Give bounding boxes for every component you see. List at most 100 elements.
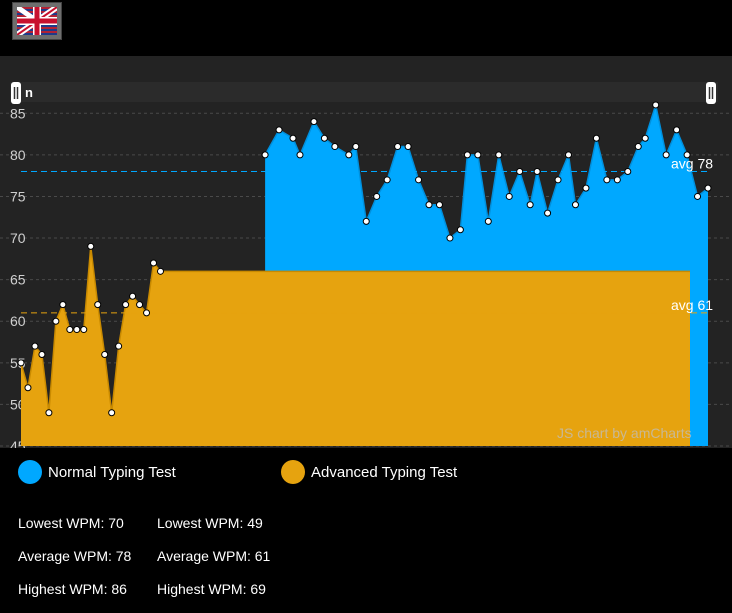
data-point-normal <box>673 126 681 134</box>
data-point-advanced <box>101 351 109 358</box>
data-point-normal <box>352 143 360 151</box>
data-point-normal <box>484 217 492 225</box>
data-point-normal <box>261 151 269 159</box>
advanced-highest-wpm: Highest WPM: 69 <box>157 581 266 597</box>
data-point-normal <box>425 201 433 209</box>
data-point-normal <box>704 184 712 192</box>
y-tick-label: 65 <box>10 272 26 288</box>
data-point-advanced <box>45 409 53 417</box>
avg-label-normal: avg 78 <box>671 156 713 172</box>
data-point-advanced <box>150 259 158 267</box>
data-point-normal <box>474 151 482 159</box>
data-point-normal <box>533 168 541 175</box>
data-point-normal <box>456 226 464 234</box>
data-point-advanced <box>136 301 144 309</box>
data-point-normal <box>446 234 454 242</box>
data-point-normal <box>383 176 391 184</box>
data-point-normal <box>634 143 642 151</box>
legend-item-normal[interactable]: Normal Typing Test <box>18 459 176 485</box>
y-tick-label: 60 <box>10 313 26 329</box>
y-tick-label: 85 <box>10 105 26 121</box>
data-point-advanced <box>122 301 130 309</box>
y-tick-label: 80 <box>10 147 26 163</box>
data-point-advanced <box>94 301 102 309</box>
data-point-advanced <box>115 342 123 350</box>
data-point-normal <box>505 192 513 200</box>
data-point-normal <box>331 143 339 151</box>
data-point-normal <box>603 176 611 184</box>
data-point-normal <box>544 209 552 217</box>
y-tick-label: 45 <box>10 438 26 448</box>
y-tick-label: 75 <box>10 188 26 204</box>
data-point-normal <box>554 176 562 184</box>
data-point-normal <box>652 101 660 109</box>
data-point-normal <box>694 192 702 200</box>
advanced-lowest-wpm: Lowest WPM: 49 <box>157 515 263 531</box>
data-point-normal <box>565 151 573 159</box>
advanced-average-wpm: Average WPM: 61 <box>157 548 271 564</box>
series-line-advanced <box>20 246 690 413</box>
normal-average-wpm: Average WPM: 78 <box>18 548 132 564</box>
data-point-advanced <box>143 309 151 317</box>
data-point-normal <box>373 192 381 200</box>
scrollbar-grip-left <box>11 82 21 104</box>
data-point-normal <box>463 151 471 159</box>
legend-marker-normal <box>18 460 42 484</box>
data-point-advanced <box>24 384 32 392</box>
scrollbar-label: n <box>25 85 33 100</box>
data-point-advanced <box>73 326 81 334</box>
data-point-normal <box>394 143 402 151</box>
language-button[interactable] <box>12 2 62 40</box>
chart-watermark: JS chart by amCharts <box>557 425 692 441</box>
data-point-normal <box>624 168 632 175</box>
data-point-normal <box>404 143 412 151</box>
data-point-advanced <box>129 292 137 300</box>
y-tick-label: 70 <box>10 230 26 246</box>
data-point-normal <box>289 134 297 142</box>
data-point-normal <box>683 151 691 159</box>
data-point-normal <box>495 151 503 159</box>
data-point-normal <box>296 151 304 159</box>
legend-marker-advanced <box>281 460 305 484</box>
chart-scrollbar <box>10 82 718 102</box>
data-point-advanced <box>87 242 95 250</box>
data-point-advanced <box>52 317 60 325</box>
data-point-advanced <box>31 342 39 350</box>
data-point-normal <box>320 134 328 142</box>
data-point-normal <box>662 151 670 159</box>
normal-stats: Lowest WPM: 70 Average WPM: 78 Highest W… <box>18 514 131 613</box>
data-point-normal <box>516 168 524 175</box>
normal-lowest-wpm: Lowest WPM: 70 <box>18 515 124 531</box>
data-point-normal <box>571 201 579 209</box>
data-point-advanced <box>17 359 25 367</box>
data-point-advanced <box>66 326 74 334</box>
scrollbar-grip-right <box>706 82 716 104</box>
data-point-advanced <box>38 351 46 358</box>
legend-label-advanced: Advanced Typing Test <box>311 463 458 481</box>
data-point-normal <box>275 126 283 134</box>
data-point-normal <box>362 217 370 225</box>
data-point-normal <box>641 134 649 142</box>
data-point-advanced <box>59 301 67 309</box>
legend-label-normal: Normal Typing Test <box>48 463 176 481</box>
data-point-advanced <box>108 409 116 417</box>
data-point-normal <box>582 184 590 192</box>
series-area-advanced <box>21 246 690 446</box>
top-bar <box>0 0 732 56</box>
data-point-normal <box>415 176 423 184</box>
avg-label-advanced: avg 61 <box>671 297 713 313</box>
data-point-normal <box>592 134 600 142</box>
data-point-advanced <box>156 267 164 275</box>
uk-flag-icon <box>17 7 57 35</box>
data-point-normal <box>526 201 534 209</box>
data-point-advanced <box>80 326 88 334</box>
data-point-normal <box>613 176 621 184</box>
data-point-normal <box>435 201 443 209</box>
data-point-normal <box>310 118 318 126</box>
advanced-stats: Lowest WPM: 49 Average WPM: 61 Highest W… <box>157 514 270 613</box>
legend-item-advanced[interactable]: Advanced Typing Test <box>281 459 457 485</box>
data-point-normal <box>345 151 353 159</box>
normal-highest-wpm: Highest WPM: 86 <box>18 581 127 597</box>
